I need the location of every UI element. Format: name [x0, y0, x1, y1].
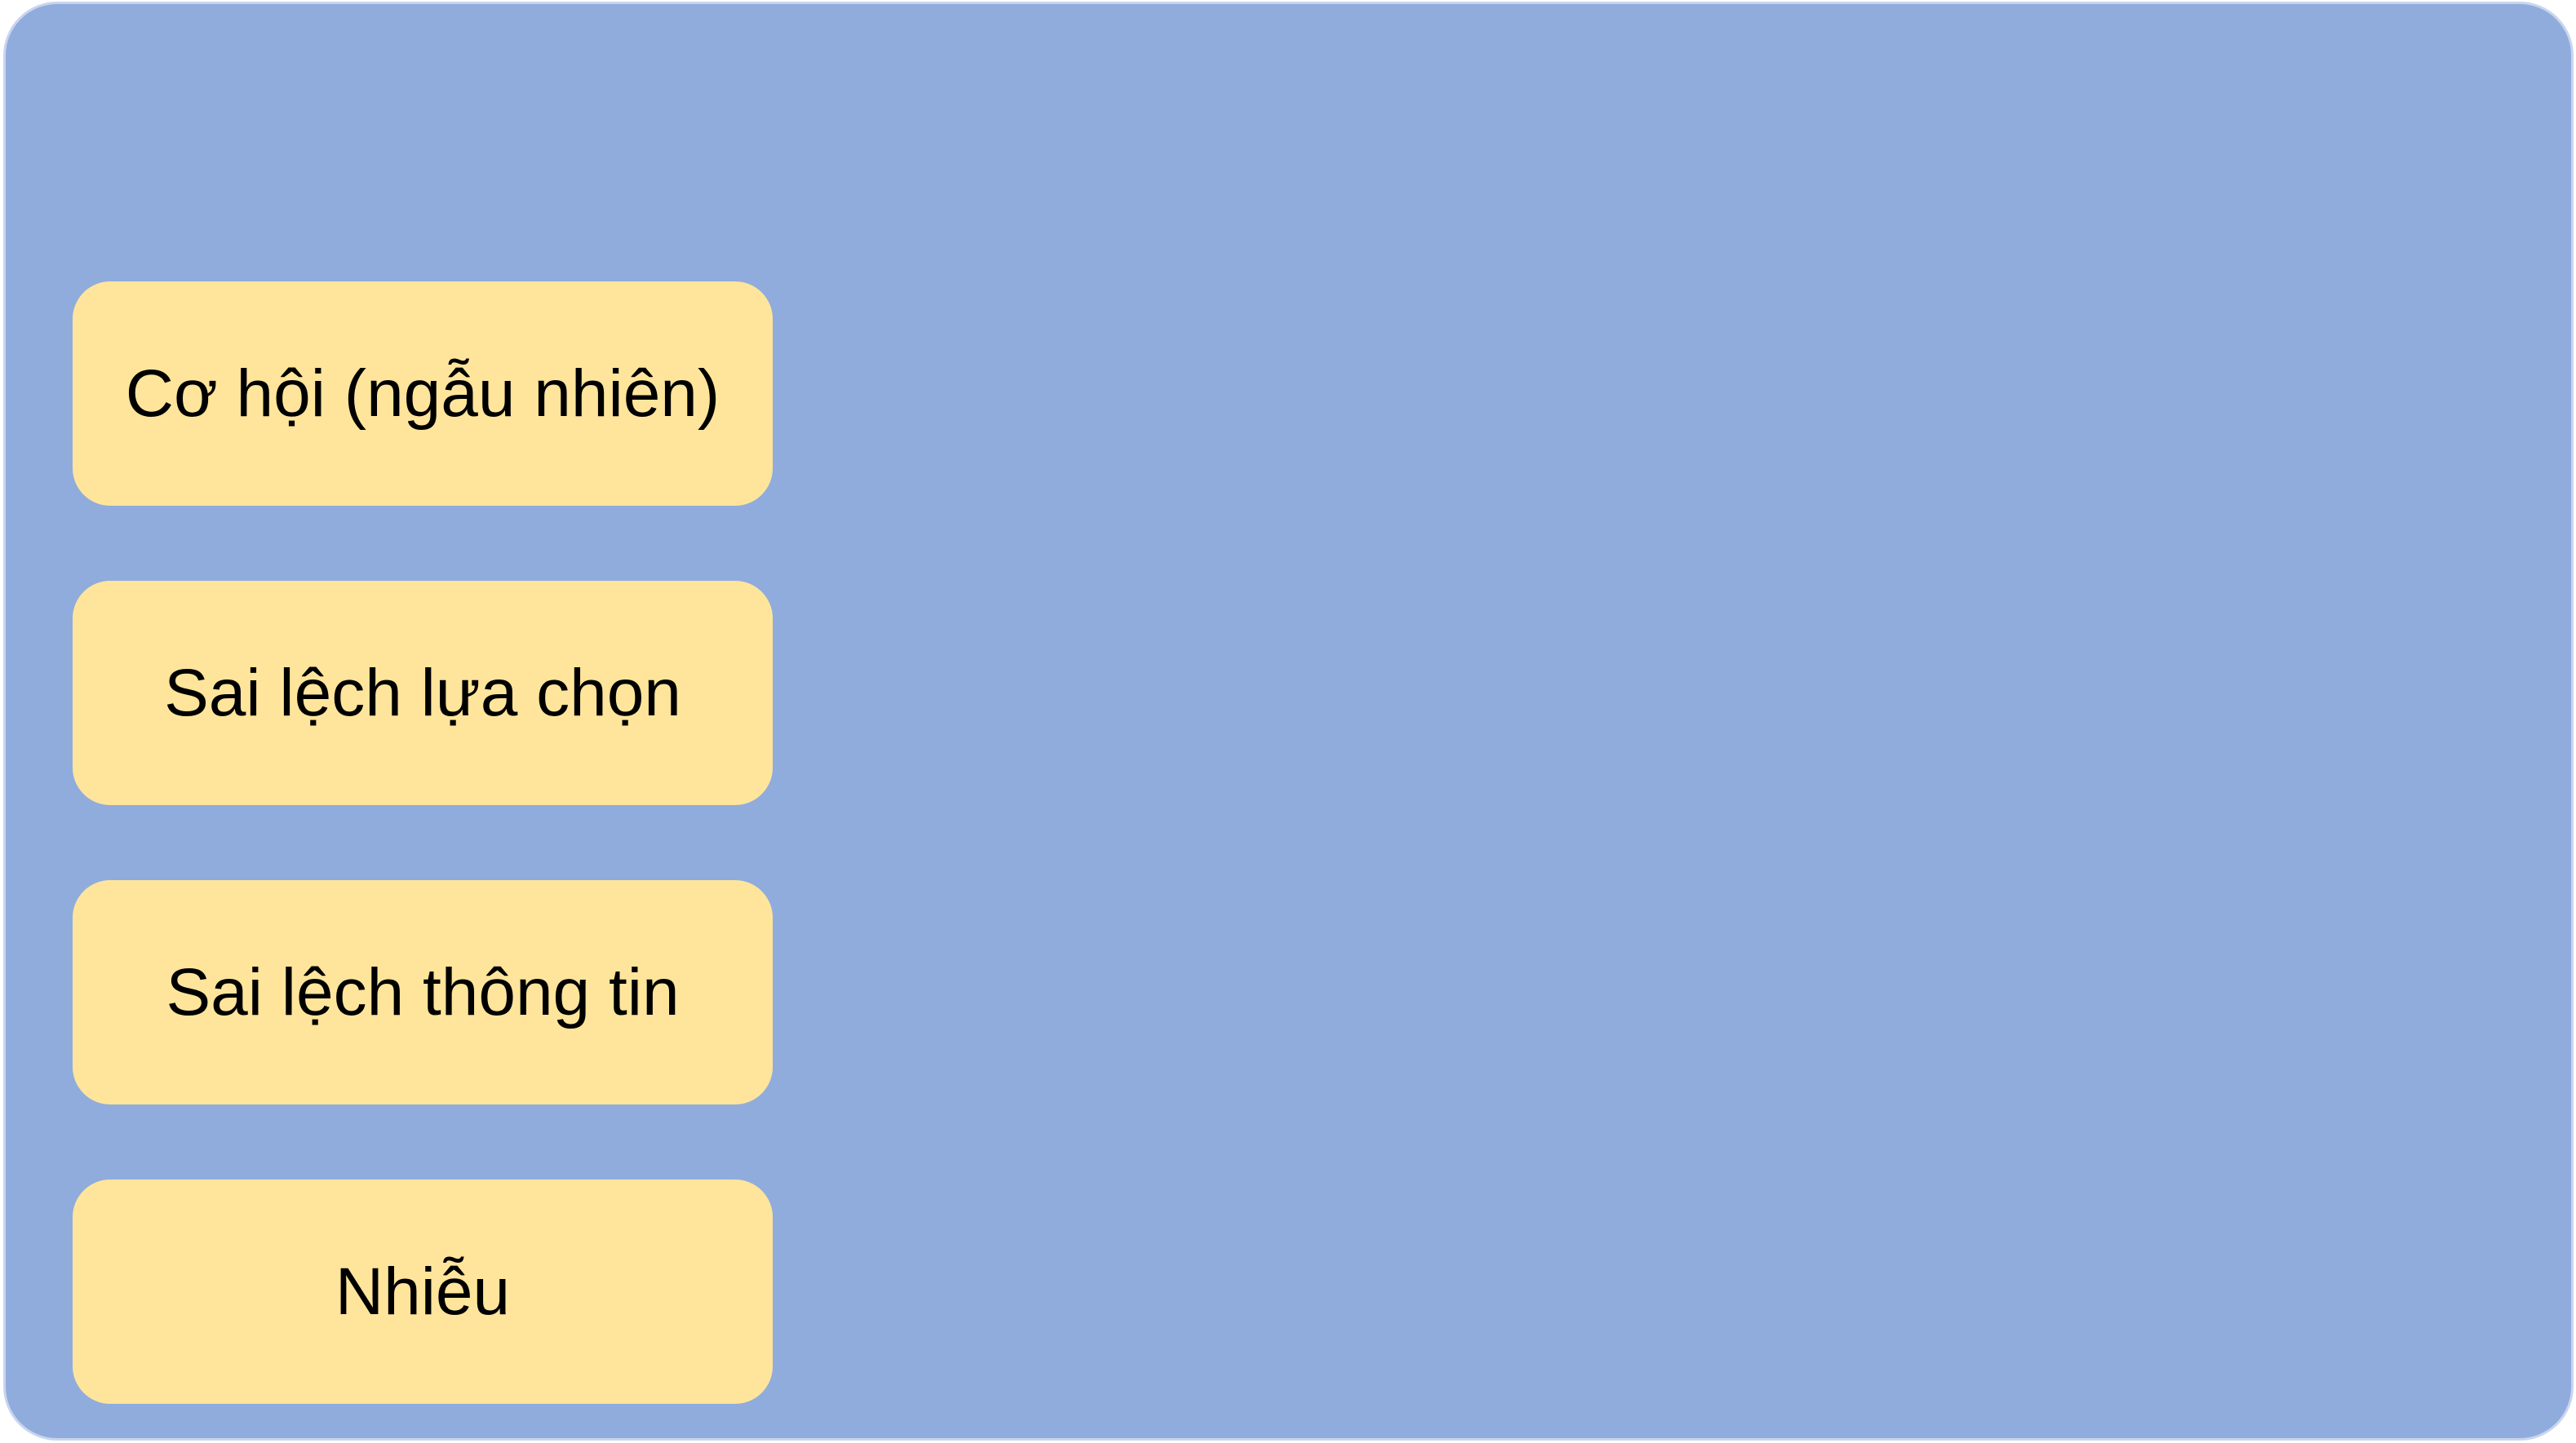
box-selection-bias: Sai lệch lựa chọn [73, 581, 773, 805]
box-chance-label: Cơ hội (ngẫu nhiên) [125, 356, 720, 431]
box-information-bias: Sai lệch thông tin [73, 880, 773, 1104]
box-confounding-label: Nhiễu [335, 1254, 511, 1329]
box-confounding: Nhiễu [73, 1180, 773, 1404]
box-chance: Cơ hội (ngẫu nhiên) [73, 281, 773, 506]
background-panel: Cơ hội (ngẫu nhiên) Sai lệch lựa chọn Sa… [3, 2, 2574, 1441]
box-selection-bias-label: Sai lệch lựa chọn [164, 655, 681, 730]
box-information-bias-label: Sai lệch thông tin [166, 954, 680, 1029]
